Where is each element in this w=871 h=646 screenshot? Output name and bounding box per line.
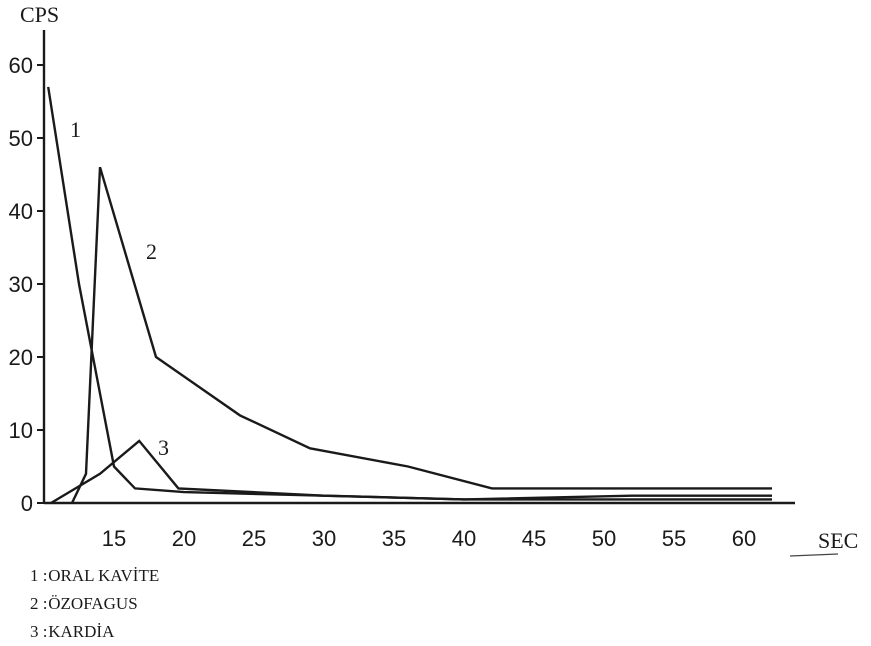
x-tick-label: 30 bbox=[312, 526, 336, 551]
y-tick-label: 20 bbox=[9, 345, 33, 370]
series-line-1 bbox=[47, 86, 772, 501]
y-tick-label: 40 bbox=[9, 199, 33, 224]
line-chart: 0 10 20 30 40 50 60 15 20 25 30 35 40 45 50 55 60 1 2 3 C… bbox=[9, 2, 858, 557]
x-tick-label: 50 bbox=[592, 526, 616, 551]
legend-label: ÖZOFAGUS bbox=[48, 594, 138, 613]
series-line-2 bbox=[70, 166, 772, 504]
x-tick-label: 20 bbox=[172, 526, 196, 551]
x-axis-title: SEC bbox=[818, 528, 858, 553]
series-label-3: 3 bbox=[158, 435, 169, 460]
x-tick-label: 60 bbox=[732, 526, 756, 551]
x-tick-label: 40 bbox=[452, 526, 476, 551]
y-axis-title: CPS bbox=[20, 2, 59, 27]
legend-number: 1 : bbox=[30, 566, 48, 585]
y-tick-label: 50 bbox=[9, 126, 33, 151]
x-tick-label: 35 bbox=[382, 526, 406, 551]
legend-item: 1 : ORAL KAVİTE bbox=[30, 562, 159, 590]
x-tick-label: 45 bbox=[522, 526, 546, 551]
x-ticks: 15 20 25 30 35 40 45 50 55 60 bbox=[102, 526, 756, 551]
legend-number: 2 : bbox=[30, 594, 48, 613]
series-lines bbox=[47, 86, 772, 505]
x-tick-label: 55 bbox=[662, 526, 686, 551]
x-tick-label: 15 bbox=[102, 526, 126, 551]
x-axis-title-underline bbox=[789, 553, 839, 557]
legend-label: ORAL KAVİTE bbox=[48, 566, 160, 585]
series-label-2: 2 bbox=[146, 239, 157, 264]
legend-item: 3 : KARDİA bbox=[30, 618, 159, 646]
x-tick-label: 25 bbox=[242, 526, 266, 551]
series-label-1: 1 bbox=[70, 117, 81, 142]
legend-label: KARDİA bbox=[48, 622, 115, 641]
legend: 1 : ORAL KAVİTE 2 : ÖZOFAGUS 3 : KARDİA bbox=[30, 562, 159, 646]
legend-item: 2 : ÖZOFAGUS bbox=[30, 590, 159, 618]
y-tick-label: 60 bbox=[9, 53, 33, 78]
legend-number: 3 : bbox=[30, 622, 48, 641]
axes bbox=[42, 30, 839, 557]
series-tags: 1 2 3 bbox=[70, 117, 169, 460]
y-ticks: 0 10 20 30 40 50 60 bbox=[9, 53, 44, 516]
y-tick-label: 10 bbox=[9, 418, 33, 443]
series-line-3 bbox=[50, 439, 772, 505]
y-tick-label: 0 bbox=[21, 491, 33, 516]
y-tick-label: 30 bbox=[9, 272, 33, 297]
